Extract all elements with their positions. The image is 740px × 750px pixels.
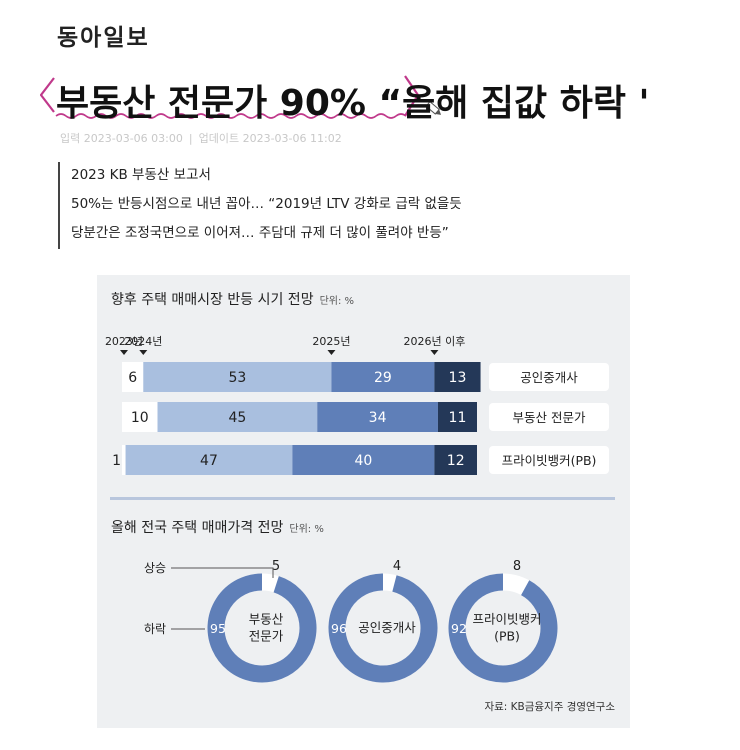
- bar-1-0: [122, 402, 158, 432]
- publisher-logo[interactable]: 동아일보: [57, 25, 150, 51]
- bar-1-3: [437, 402, 477, 432]
- published-date: 입력 2023-03-06 03:00: [60, 132, 183, 145]
- donut-name-0-1: 전문가: [249, 629, 284, 644]
- bar-value-2-1: 47: [200, 453, 218, 469]
- bar-value-1-0: 10: [131, 410, 149, 426]
- source-note: 자료: KB금융지주 경영연구소: [484, 701, 615, 713]
- subhead-2: 50%는 반등시점으로 내년 꼽아… “2019년 LTV 강화로 급락 없을듯: [71, 196, 462, 212]
- bar-value-2-3: 12: [447, 453, 465, 469]
- bar-value-0-3: 13: [449, 370, 467, 386]
- donut-fall-value-1: 96: [331, 621, 347, 636]
- bar-value-0-1: 53: [228, 370, 246, 386]
- infographic-panel: 향후 주택 매매시장 반등 시기 전망 단위: % 올해 전국 주택 매매가격 전…: [97, 275, 630, 728]
- bar-value-1-1: 45: [228, 410, 246, 426]
- category-box-0: [489, 363, 609, 391]
- bar-2-3: [434, 445, 477, 475]
- donut-rise-value-0: 5: [272, 559, 280, 574]
- bar-1-1: [157, 402, 318, 432]
- bar-value-2-2: 40: [354, 453, 372, 469]
- donut-fall-value-0: 95: [210, 621, 226, 636]
- year-label-0: 2023년: [105, 335, 143, 348]
- bar-value-2-0: 1: [112, 453, 121, 469]
- donut-chart-title: 올해 전국 주택 매매가격 전망 단위: %: [111, 520, 324, 536]
- category-label-0: 공인중개사: [520, 370, 578, 385]
- donut-name-2-1: (PB): [494, 629, 520, 644]
- headline-text: 부동산 전문가 90% “올해 집값 하락 ': [56, 83, 650, 122]
- bar-value-0-2: 29: [374, 370, 392, 386]
- year-marker-1: [139, 350, 148, 355]
- year-label-3: 2026년 이후: [403, 335, 465, 348]
- subhead-3: 당분간은 조정국면으로 이어져… 주담대 규제 더 많이 풀려야 반등”: [71, 225, 449, 241]
- bar-0-1: [143, 362, 332, 392]
- category-label-2: 프라이빗뱅커(PB): [502, 453, 597, 468]
- bar-value-1-3: 11: [449, 410, 467, 426]
- donut-name-1-0: 공인중개사: [358, 620, 416, 635]
- updated-date: 업데이트 2023-03-06 11:02: [198, 132, 342, 145]
- donut-name-0-0: 부동산: [249, 612, 284, 627]
- headline-block: 부동산 전문가 90% “올해 집값 하락 ': [40, 72, 740, 122]
- bar-value-1-2: 34: [369, 410, 387, 426]
- bar-2-0: [122, 445, 126, 475]
- bar-0-2: [331, 362, 435, 392]
- category-label-1: 부동산 전문가: [513, 410, 586, 425]
- rise-leader-line: [171, 567, 274, 578]
- pen-annotation: [40, 75, 442, 119]
- bar-0-0: [122, 362, 144, 392]
- pen-cursor-icon: [425, 100, 442, 115]
- bar-1-2: [317, 402, 438, 432]
- section-divider: [110, 497, 615, 500]
- bar-2-1: [125, 445, 293, 475]
- donut-rise-value-2: 8: [513, 559, 521, 574]
- year-marker-3: [430, 350, 439, 355]
- donut-rise-value-1: 4: [393, 559, 401, 574]
- donut-fall-value-2: 92: [451, 621, 467, 636]
- subheads: 2023 KB 부동산 보고서 50%는 반등시점으로 내년 꼽아… “2019…: [58, 162, 462, 249]
- category-box-1: [489, 403, 609, 431]
- year-label-2: 2025년: [312, 335, 350, 348]
- bar-0-3: [434, 362, 481, 392]
- year-marker-0: [120, 350, 128, 355]
- donut-fall-slice-1: [328, 573, 438, 683]
- bar-value-0-0: 6: [128, 370, 137, 386]
- donut-name-2-0: 프라이빗뱅커: [472, 612, 541, 627]
- year-label-1: 2024년: [124, 335, 162, 348]
- category-box-2: [489, 446, 609, 474]
- fall-label: 하락: [144, 622, 166, 636]
- donut-fall-slice-0: [207, 573, 317, 683]
- bar-chart-title: 향후 주택 매매시장 반등 시기 전망 단위: %: [111, 292, 355, 308]
- dateline: 입력 2023-03-06 03:00 | 업데이트 2023-03-06 11:0…: [60, 132, 342, 145]
- year-marker-2: [327, 350, 336, 355]
- donut-fall-slice-2: [448, 573, 558, 683]
- rise-label: 상승: [144, 561, 166, 575]
- bar-2-2: [292, 445, 435, 475]
- subhead-1: 2023 KB 부동산 보고서: [71, 167, 211, 183]
